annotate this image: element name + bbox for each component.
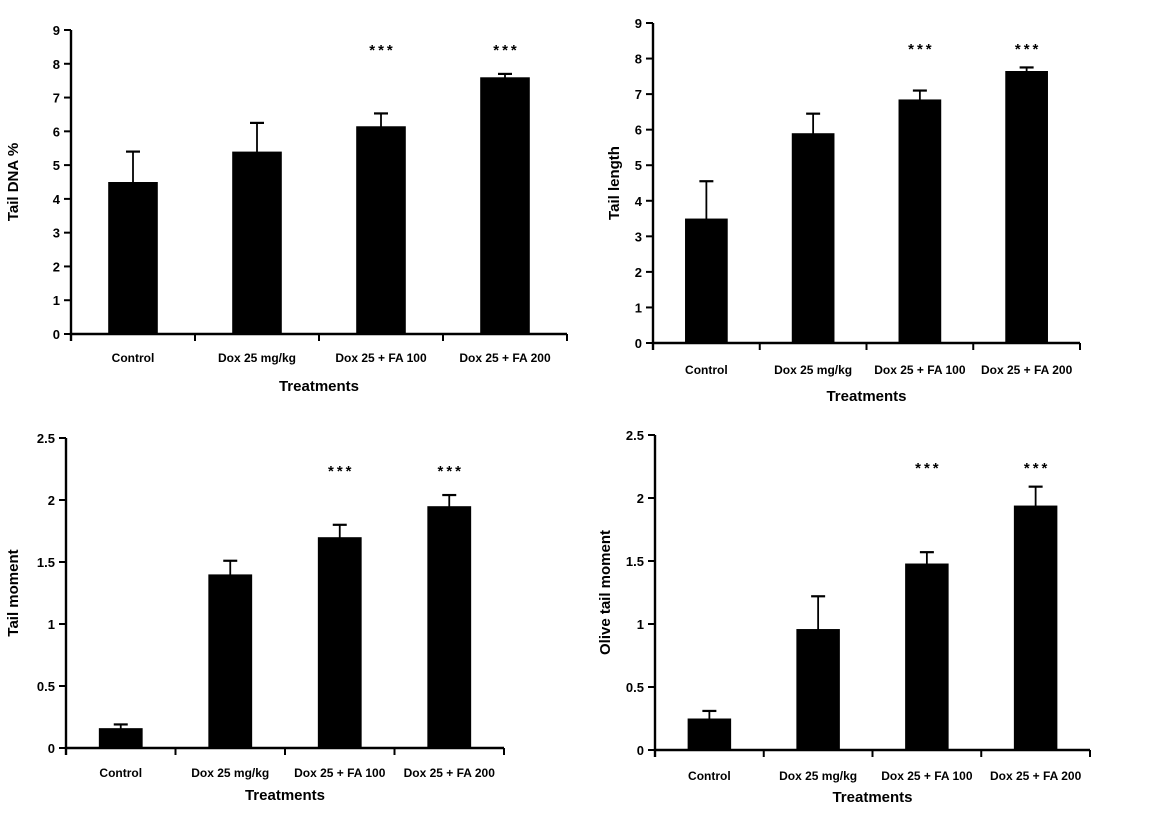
- category-label: Dox 25 + FA 100: [294, 766, 386, 780]
- x-axis-title: Treatments: [279, 378, 359, 395]
- significance-marker: ***: [1015, 41, 1042, 58]
- y-tick-label: 6: [53, 124, 60, 139]
- y-axis-title: Olive tail moment: [597, 530, 614, 655]
- bar: [905, 563, 949, 750]
- bar: [480, 77, 530, 335]
- category-label: Dox 25 + FA 100: [335, 351, 427, 365]
- y-tick-label: 2: [635, 265, 642, 280]
- y-tick-label: 1.5: [626, 554, 644, 569]
- y-axis-title: Tail moment: [5, 549, 22, 636]
- y-tick-label: 2: [637, 491, 644, 506]
- bar: [1013, 505, 1058, 750]
- y-tick-label: 1: [53, 293, 60, 308]
- category-label: Dox 25 + FA 100: [874, 363, 966, 377]
- y-tick-label: 8: [635, 52, 642, 67]
- x-axis-title: Treatments: [826, 388, 906, 405]
- y-tick-label: 0.5: [626, 680, 644, 695]
- bar: [1005, 71, 1048, 343]
- significance-marker: ***: [328, 463, 355, 480]
- y-tick-label: 2: [48, 493, 55, 508]
- category-label: Dox 25 + FA 100: [881, 769, 973, 783]
- bar: [232, 151, 282, 334]
- chart-olive-tail-moment-canvas: 0 0.5 1 1.5 2 2.5 Control Dox 25 mg/kg *** Dox 25…: [597, 428, 1091, 806]
- significance-marker: ***: [493, 42, 520, 59]
- y-tick-label: 9: [53, 23, 60, 38]
- significance-marker: ***: [915, 460, 942, 477]
- bar: [208, 574, 253, 748]
- category-label: Dox 25 mg/kg: [218, 351, 296, 365]
- bar: [317, 537, 362, 748]
- x-axis-title: Treatments: [245, 787, 325, 804]
- y-tick-label: 8: [53, 57, 60, 72]
- y-tick-label: 3: [53, 226, 60, 241]
- category-label: Dox 25 mg/kg: [191, 766, 269, 780]
- y-tick-label: 7: [53, 91, 60, 106]
- y-tick-label: 1.5: [37, 555, 55, 570]
- y-tick-label: 1: [635, 300, 642, 315]
- category-label: Control: [685, 363, 728, 377]
- y-tick-label: 3: [635, 229, 642, 244]
- category-label: Dox 25 mg/kg: [774, 363, 852, 377]
- bar: [98, 728, 143, 748]
- y-tick-label: 4: [53, 192, 61, 207]
- y-tick-label: 2: [53, 259, 60, 274]
- chart-olive-tail-moment: 0 0.5 1 1.5 2 2.5 Control Dox 25 mg/kg *** Dox 25…: [587, 412, 1175, 824]
- chart-tail-moment-canvas: 0 0.5 1 1.5 2 2.5 Control Dox 25 mg/kg *** Dox 25…: [5, 431, 505, 804]
- category-label: Dox 25 + FA 200: [990, 769, 1082, 783]
- chart-tail-length-canvas: 0 1 2 3 4 5 6 7 8 9 Control Dox 25 mg/kg *** Dox 25 +…: [606, 16, 1081, 405]
- category-label: Dox 25 mg/kg: [779, 769, 857, 783]
- y-tick-label: 0: [53, 327, 60, 342]
- bar: [791, 133, 835, 343]
- chart-tail-length: 0 1 2 3 4 5 6 7 8 9 Control Dox 25 mg/kg *** Dox 25 +…: [587, 0, 1175, 412]
- y-tick-label: 9: [635, 16, 642, 31]
- significance-marker: ***: [369, 42, 396, 59]
- significance-marker: ***: [908, 41, 935, 58]
- category-label: Dox 25 + FA 200: [459, 351, 551, 365]
- category-label: Control: [99, 766, 142, 780]
- x-axis-title: Treatments: [832, 789, 912, 806]
- bar: [427, 506, 472, 748]
- y-tick-label: 0.5: [37, 679, 55, 694]
- y-tick-label: 1: [637, 617, 644, 632]
- significance-marker: ***: [437, 463, 464, 480]
- y-tick-label: 5: [635, 158, 642, 173]
- y-tick-label: 2.5: [37, 431, 55, 446]
- category-label: Dox 25 + FA 200: [404, 766, 496, 780]
- chart-tail-moment: 0 0.5 1 1.5 2 2.5 Control Dox 25 mg/kg *** Dox 25…: [0, 412, 587, 824]
- bar: [356, 126, 406, 335]
- y-tick-label: 0: [635, 336, 642, 351]
- y-tick-label: 2.5: [626, 428, 644, 443]
- bar: [898, 99, 942, 343]
- category-label: Control: [112, 351, 155, 365]
- y-axis-title: Tail DNA %: [5, 143, 22, 221]
- y-tick-label: 6: [635, 123, 642, 138]
- bar: [685, 218, 728, 343]
- y-tick-label: 0: [637, 743, 644, 758]
- bar: [108, 182, 158, 334]
- category-label: Dox 25 + FA 200: [981, 363, 1073, 377]
- chart-tail-dna-percent-canvas: 0 1 2 3 4 5 6 7 8 9 Control Dox 25 mg/kg *** Dox 25 +…: [5, 23, 568, 395]
- category-label: Control: [688, 769, 731, 783]
- y-axis-title: Tail length: [606, 146, 623, 220]
- bar: [796, 629, 840, 750]
- y-tick-label: 5: [53, 158, 60, 173]
- significance-marker: ***: [1024, 460, 1051, 477]
- y-tick-label: 0: [48, 741, 55, 756]
- chart-tail-dna-percent: 0 1 2 3 4 5 6 7 8 9 Control Dox 25 mg/kg *** Dox 25 +…: [0, 0, 587, 412]
- y-tick-label: 7: [635, 87, 642, 102]
- y-tick-label: 1: [48, 617, 55, 632]
- y-tick-label: 4: [635, 194, 643, 209]
